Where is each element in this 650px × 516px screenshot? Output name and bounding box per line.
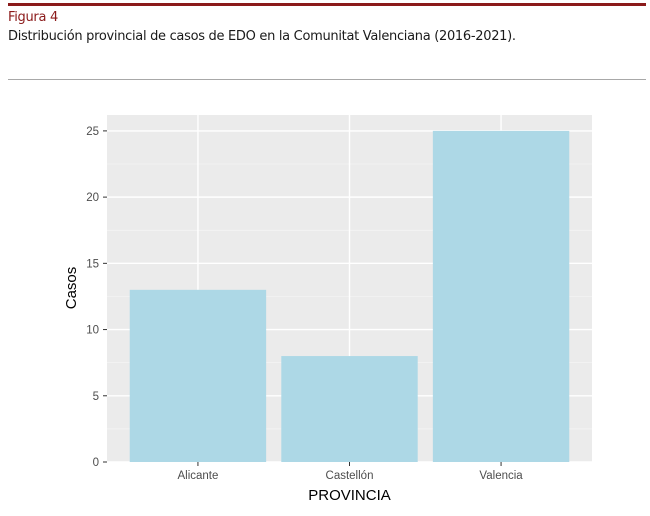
figure-label: Figura 4 — [8, 10, 58, 25]
y-tick-label: 15 — [86, 258, 99, 270]
bar-alicante — [129, 289, 267, 462]
top-rule — [8, 3, 646, 6]
y-tick-label: 20 — [86, 192, 99, 204]
y-tick-label: 25 — [86, 126, 99, 138]
bar-valencia — [432, 130, 570, 462]
y-axis: 0 5 10 15 20 25 — [86, 126, 107, 469]
bars — [129, 130, 570, 462]
x-tick-label: Castellón — [326, 470, 374, 482]
y-tick-label: 5 — [93, 391, 99, 403]
x-tick-label: Alicante — [177, 470, 218, 482]
figure-caption: Distribución provincial de casos de EDO … — [8, 29, 516, 44]
y-tick-label: 10 — [86, 325, 99, 337]
caption-rule — [8, 79, 646, 80]
bar-castellón — [281, 356, 418, 462]
x-axis: Alicante Castellón Valencia — [177, 462, 523, 482]
y-tick-label: 0 — [93, 457, 99, 469]
x-tick-label: Valencia — [479, 470, 523, 482]
y-axis-title: Casos — [63, 267, 80, 310]
x-axis-title: PROVINCIA — [308, 487, 391, 504]
